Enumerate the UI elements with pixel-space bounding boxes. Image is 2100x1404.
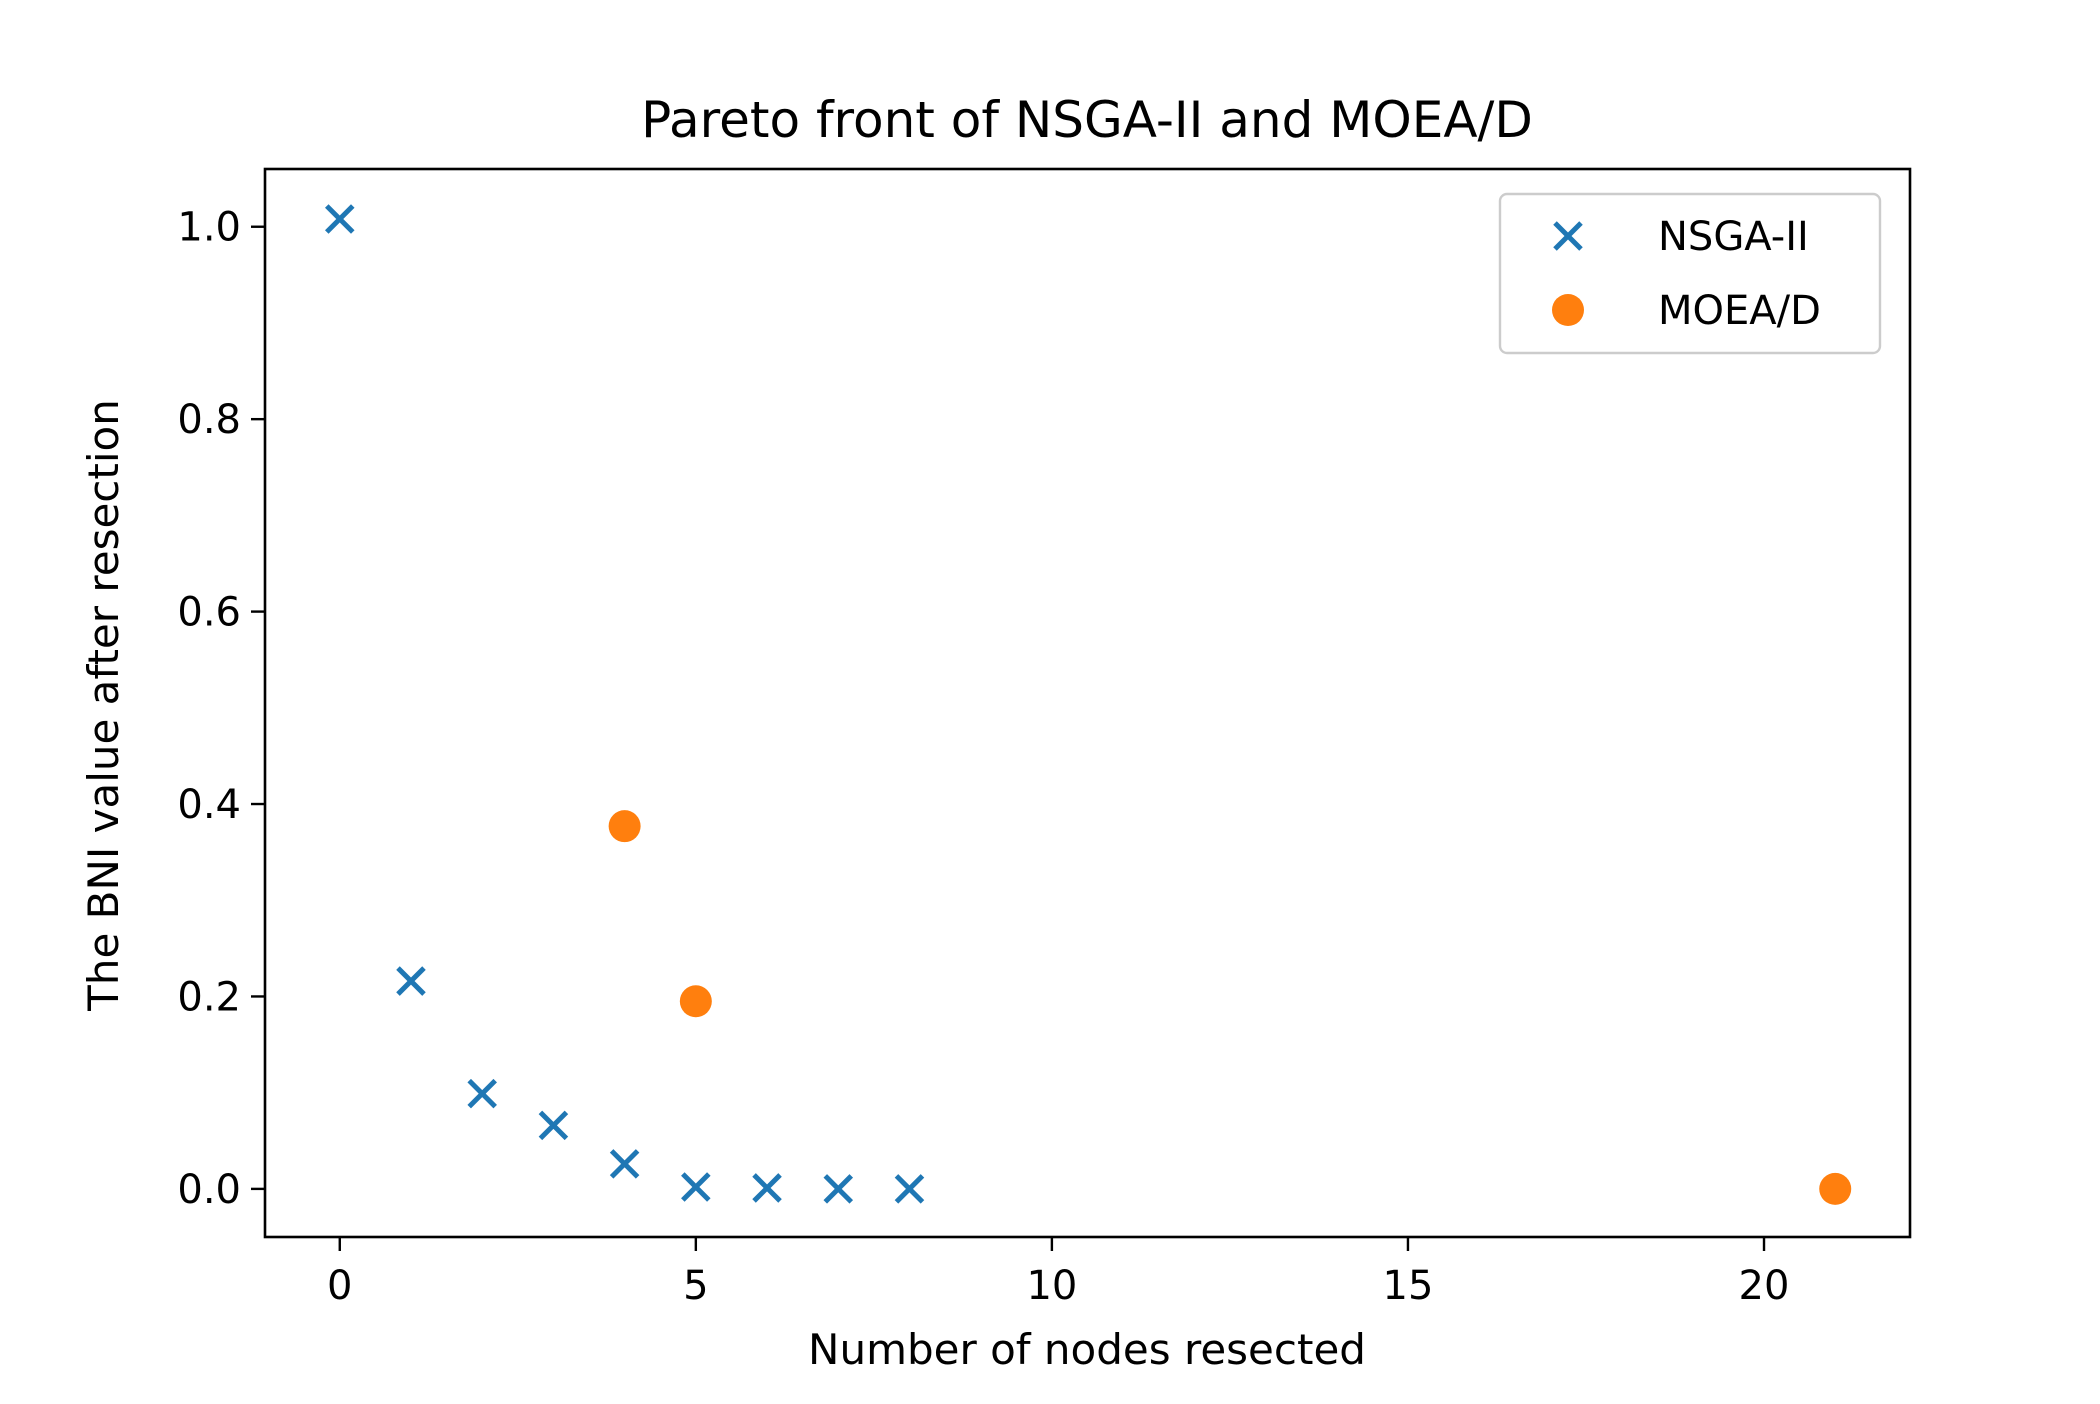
data-point-x: [538, 1110, 569, 1141]
data-point-x: [609, 1149, 640, 1179]
y-tick-label: 1.0: [177, 205, 241, 251]
legend-entry: MOEA/D: [1552, 288, 1821, 334]
y-tick-label: 0.8: [177, 397, 241, 443]
data-point-x: [467, 1078, 497, 1109]
x-marker-stroke: [467, 1078, 497, 1109]
y-axis-ticks: 0.0 0.2 0.4 0.6 0.8 1.0: [177, 205, 265, 1213]
data-point-circle: [608, 810, 641, 843]
x-marker-stroke: [823, 1174, 854, 1204]
x-tick-label: 15: [1383, 1263, 1434, 1309]
data-point-x: [325, 204, 355, 234]
data-point-x: [681, 1172, 711, 1202]
y-tick-label: 0.6: [177, 590, 241, 636]
data-point-x: [894, 1174, 925, 1204]
x-marker-stroke: [894, 1174, 925, 1204]
y-tick-label: 0.4: [177, 782, 241, 828]
x-marker-stroke: [538, 1110, 569, 1141]
x-tick-label: 20: [1739, 1263, 1790, 1309]
x-axis-label: Number of nodes resected: [808, 1325, 1366, 1374]
data-point-x: [823, 1174, 854, 1204]
x-marker-stroke: [609, 1149, 640, 1179]
x-tick-label: 0: [327, 1263, 352, 1309]
data-point-x: [396, 966, 426, 996]
x-marker-stroke: [396, 966, 426, 996]
data-point-x: [752, 1173, 782, 1203]
legend: NSGA-II MOEA/D: [1498, 192, 1882, 355]
y-tick-label: 0.0: [177, 1167, 241, 1213]
legend-label: NSGA-II: [1658, 214, 1809, 260]
x-marker-stroke: [752, 1173, 782, 1203]
legend-label: MOEA/D: [1658, 288, 1821, 334]
x-marker-stroke: [681, 1172, 711, 1202]
data-point-circle: [1819, 1172, 1852, 1205]
y-axis-label: The BNI value after resection: [79, 399, 128, 1012]
series-nsga-ii: [325, 204, 925, 1204]
series-moea-d: [608, 810, 1852, 1205]
x-tick-label: 10: [1026, 1263, 1077, 1309]
data-point-circle: [679, 985, 712, 1018]
legend-box: [1498, 192, 1882, 355]
chart-title: Pareto front of NSGA-II and MOEA/D: [641, 91, 1533, 149]
legend-marker-circle: [1552, 294, 1584, 326]
legend-marker-x: [1553, 221, 1583, 251]
x-tick-label: 5: [683, 1263, 708, 1309]
x-axis-ticks: 0 5 10 15 20: [327, 1237, 1789, 1309]
x-marker-stroke: [325, 204, 355, 234]
x-marker-stroke: [1553, 221, 1583, 251]
y-tick-label: 0.2: [177, 974, 241, 1020]
data-series: [325, 204, 1852, 1205]
legend-entry: NSGA-II: [1553, 214, 1809, 260]
